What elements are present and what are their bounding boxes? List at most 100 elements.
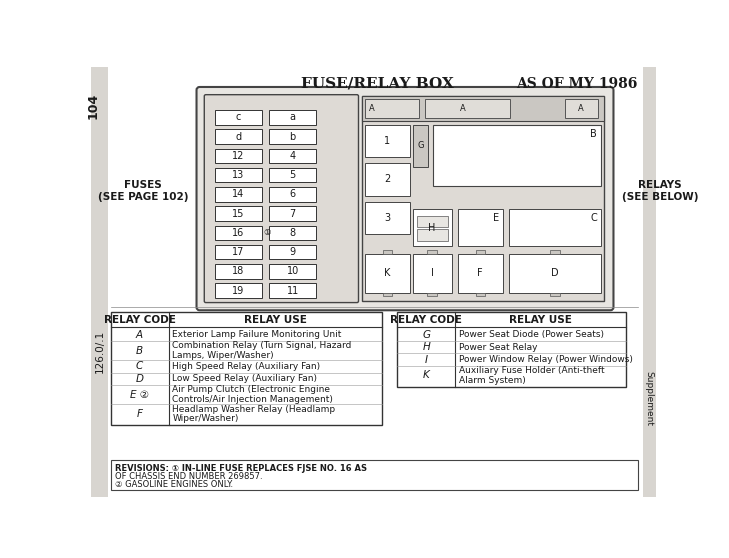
Text: RELAYS
(SEE BELOW): RELAYS (SEE BELOW) <box>622 180 698 202</box>
Bar <box>362 96 604 301</box>
Text: RELAY USE: RELAY USE <box>243 315 307 325</box>
Bar <box>509 209 601 247</box>
Text: 3: 3 <box>384 213 390 223</box>
Text: A: A <box>578 104 584 113</box>
Bar <box>550 250 560 254</box>
Text: 13: 13 <box>233 170 244 180</box>
Text: AS OF MY 1986: AS OF MY 1986 <box>516 77 637 91</box>
Bar <box>362 96 604 121</box>
Text: G: G <box>417 141 424 151</box>
Bar <box>364 163 410 195</box>
Bar <box>215 129 262 144</box>
Bar <box>215 168 262 182</box>
Text: Supplement: Supplement <box>644 371 654 426</box>
Text: 17: 17 <box>233 247 244 257</box>
Bar <box>111 460 637 490</box>
Bar <box>383 292 391 296</box>
Text: RELAY CODE: RELAY CODE <box>104 315 176 325</box>
Bar <box>383 250 391 254</box>
Text: 11: 11 <box>286 286 299 296</box>
Bar <box>215 148 262 163</box>
Bar <box>433 124 601 186</box>
Text: 18: 18 <box>233 266 244 276</box>
Text: b: b <box>289 132 296 142</box>
Text: 7: 7 <box>289 209 296 219</box>
FancyBboxPatch shape <box>204 95 359 302</box>
Text: d: d <box>235 132 241 142</box>
Bar <box>425 99 510 118</box>
Bar <box>215 206 262 221</box>
Text: REVISIONS: ① IN-LINE FUSE REPLACES FJSE NO. 16 AS: REVISIONS: ① IN-LINE FUSE REPLACES FJSE … <box>115 464 367 473</box>
Text: FUSES
(SEE PAGE 102): FUSES (SEE PAGE 102) <box>98 180 188 202</box>
Text: I: I <box>431 268 434 278</box>
Text: Low Speed Relay (Auxiliary Fan): Low Speed Relay (Auxiliary Fan) <box>173 374 318 383</box>
Bar <box>270 283 316 298</box>
Text: F: F <box>136 409 143 419</box>
Bar <box>509 254 601 292</box>
Text: 15: 15 <box>233 209 244 219</box>
Text: 10: 10 <box>286 266 299 276</box>
Bar <box>417 229 448 241</box>
Bar <box>270 148 316 163</box>
Bar <box>270 110 316 124</box>
Text: B: B <box>590 128 597 138</box>
Text: C: C <box>590 213 597 223</box>
Text: 1: 1 <box>384 136 390 146</box>
Bar <box>417 215 448 227</box>
Text: 8: 8 <box>289 228 296 238</box>
Text: RELAY CODE: RELAY CODE <box>390 315 462 325</box>
Bar <box>475 292 485 296</box>
Bar <box>643 67 656 497</box>
Text: Power Seat Diode (Power Seats): Power Seat Diode (Power Seats) <box>459 330 604 339</box>
Bar <box>215 264 262 278</box>
Text: A: A <box>459 104 465 113</box>
Bar <box>397 312 626 387</box>
Bar <box>270 225 316 240</box>
Text: K: K <box>423 371 429 381</box>
Text: ①: ① <box>263 228 270 237</box>
Text: I: I <box>425 354 428 364</box>
Bar <box>270 206 316 221</box>
Bar <box>364 124 410 157</box>
Bar <box>364 254 410 292</box>
Text: RELAY USE: RELAY USE <box>509 315 572 325</box>
Text: C: C <box>136 362 143 372</box>
Text: D: D <box>551 268 558 278</box>
Bar <box>270 168 316 182</box>
FancyBboxPatch shape <box>197 87 614 310</box>
Text: Auxiliary Fuse Holder (Anti-theft: Auxiliary Fuse Holder (Anti-theft <box>459 366 605 375</box>
Text: A: A <box>136 330 143 340</box>
Bar <box>270 245 316 259</box>
Bar <box>91 67 108 497</box>
Text: 19: 19 <box>233 286 244 296</box>
Text: Lamps, Wiper/Washer): Lamps, Wiper/Washer) <box>173 351 274 360</box>
Text: Exterior Lamp Failure Monitoring Unit: Exterior Lamp Failure Monitoring Unit <box>173 330 342 339</box>
Bar <box>566 99 598 118</box>
Text: 14: 14 <box>233 189 244 199</box>
Text: K: K <box>384 268 390 278</box>
Text: A: A <box>370 104 375 113</box>
Text: G: G <box>422 330 430 340</box>
Text: Power Seat Relay: Power Seat Relay <box>459 343 538 352</box>
Text: High Speed Relay (Auxiliary Fan): High Speed Relay (Auxiliary Fan) <box>173 362 321 371</box>
Bar <box>364 201 410 234</box>
Bar <box>413 124 428 167</box>
Bar <box>270 129 316 144</box>
Bar <box>270 264 316 278</box>
Text: Headlamp Washer Relay (Headlamp: Headlamp Washer Relay (Headlamp <box>173 405 335 413</box>
Bar <box>270 187 316 201</box>
Bar <box>458 254 503 292</box>
Bar <box>215 245 262 259</box>
Text: Power Window Relay (Power Windows): Power Window Relay (Power Windows) <box>459 355 633 364</box>
Text: H: H <box>429 223 436 233</box>
Text: D: D <box>136 374 144 384</box>
Text: ② GASOLINE ENGINES ONLY.: ② GASOLINE ENGINES ONLY. <box>115 480 233 489</box>
Text: Wiper/Washer): Wiper/Washer) <box>173 414 239 423</box>
Text: E: E <box>493 213 499 223</box>
Text: 16: 16 <box>233 228 244 238</box>
Bar <box>458 209 503 247</box>
Text: E ②: E ② <box>130 389 149 400</box>
Bar <box>475 250 485 254</box>
Text: a: a <box>289 112 296 122</box>
Text: F: F <box>477 268 483 278</box>
